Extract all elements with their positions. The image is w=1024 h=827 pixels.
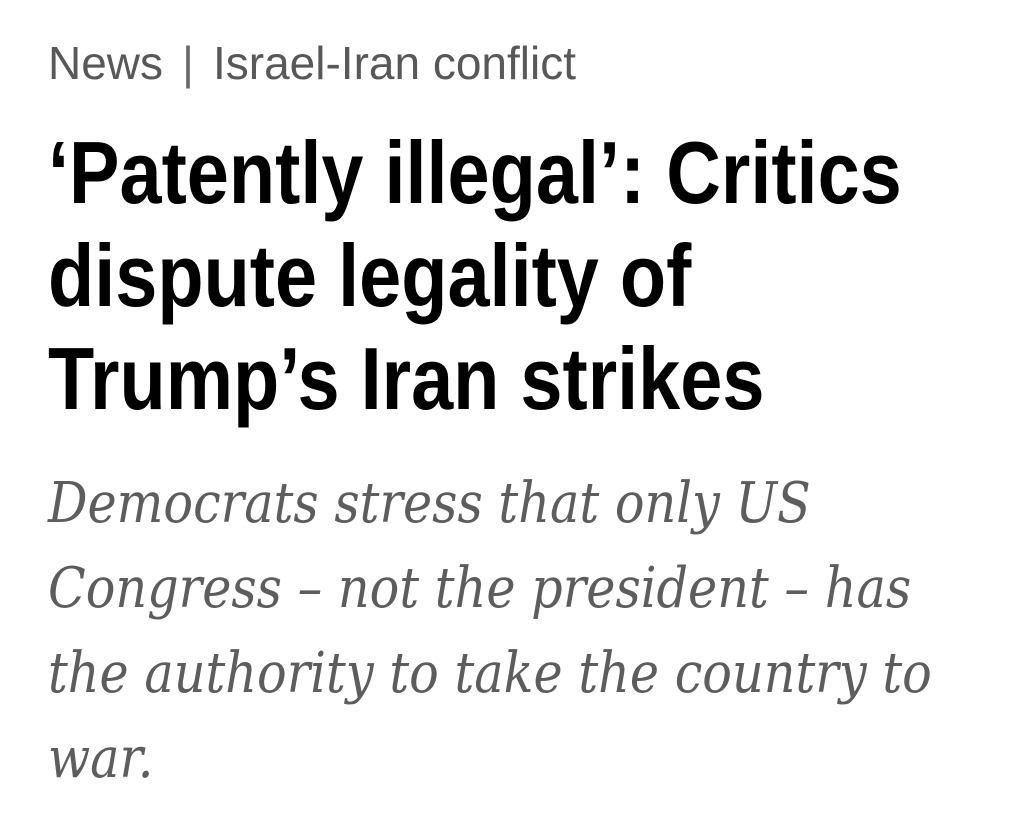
breadcrumb: News | Israel-Iran conflict — [48, 36, 1024, 91]
standfirst-line-4: war. — [48, 726, 154, 791]
headline-line-3: Trump’s Iran strikes — [48, 329, 765, 428]
headline-line-2: dispute legality of — [48, 226, 692, 325]
headline-line-1: ‘Patently illegal’: Critics — [48, 123, 902, 222]
standfirst-line-2: Congress – not the president – has — [48, 556, 912, 621]
breadcrumb-link-topic[interactable]: Israel-Iran conflict — [212, 37, 576, 89]
article-standfirst: Democrats stress that only US Congress –… — [48, 461, 932, 801]
article-headline: ‘Patently illegal’: Critics dispute lega… — [48, 121, 902, 430]
article-header: News | Israel-Iran conflict ‘Patently il… — [48, 36, 1024, 801]
standfirst-line-3: the authority to take the country to — [48, 641, 932, 706]
breadcrumb-link-news[interactable]: News — [48, 37, 164, 89]
standfirst-line-1: Democrats stress that only US — [48, 471, 811, 536]
breadcrumb-separator: | — [182, 37, 194, 89]
